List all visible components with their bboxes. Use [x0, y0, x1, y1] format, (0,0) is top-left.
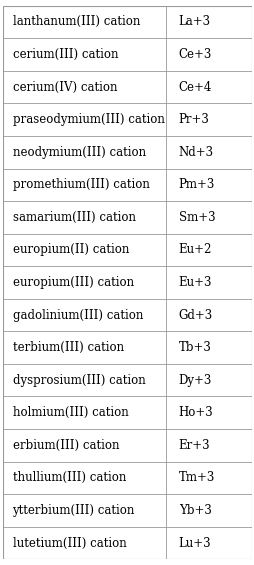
Bar — [3, 38, 251, 71]
Text: Ho+3: Ho+3 — [178, 406, 213, 419]
Text: La+3: La+3 — [178, 15, 210, 28]
Text: Ce+4: Ce+4 — [178, 81, 211, 94]
Text: Sm+3: Sm+3 — [178, 211, 215, 224]
Bar — [3, 136, 251, 168]
Text: terbium(III) cation: terbium(III) cation — [12, 341, 123, 354]
Bar — [3, 331, 251, 364]
Text: Gd+3: Gd+3 — [178, 308, 212, 321]
Text: Yb+3: Yb+3 — [178, 504, 211, 517]
Text: Eu+2: Eu+2 — [178, 244, 211, 257]
Bar — [3, 462, 251, 494]
Text: samarium(III) cation: samarium(III) cation — [12, 211, 135, 224]
Bar — [3, 201, 251, 234]
Bar — [3, 266, 251, 299]
Text: lutetium(III) cation: lutetium(III) cation — [12, 537, 126, 550]
Text: europium(III) cation: europium(III) cation — [12, 276, 133, 289]
Text: Pr+3: Pr+3 — [178, 113, 209, 126]
Text: erbium(III) cation: erbium(III) cation — [12, 439, 119, 452]
Text: Tb+3: Tb+3 — [178, 341, 211, 354]
Bar — [3, 397, 251, 429]
Bar — [3, 429, 251, 462]
Text: dysprosium(III) cation: dysprosium(III) cation — [12, 373, 145, 386]
Text: Dy+3: Dy+3 — [178, 373, 211, 386]
Text: Pm+3: Pm+3 — [178, 179, 214, 192]
Text: praseodymium(III) cation: praseodymium(III) cation — [12, 113, 164, 126]
Bar — [3, 103, 251, 136]
Text: holmium(III) cation: holmium(III) cation — [12, 406, 128, 419]
Bar — [3, 364, 251, 397]
Text: gadolinium(III) cation: gadolinium(III) cation — [12, 308, 142, 321]
Text: ytterbium(III) cation: ytterbium(III) cation — [12, 504, 134, 517]
Bar — [3, 71, 251, 103]
Text: Eu+3: Eu+3 — [178, 276, 211, 289]
Bar — [3, 168, 251, 201]
Bar — [3, 494, 251, 527]
Text: thullium(III) cation: thullium(III) cation — [12, 471, 125, 484]
Bar — [3, 299, 251, 331]
Text: Lu+3: Lu+3 — [178, 537, 211, 550]
Text: neodymium(III) cation: neodymium(III) cation — [12, 146, 145, 159]
Text: Ce+3: Ce+3 — [178, 48, 211, 61]
Text: Tm+3: Tm+3 — [178, 471, 214, 484]
Text: cerium(III) cation: cerium(III) cation — [12, 48, 118, 61]
Text: cerium(IV) cation: cerium(IV) cation — [12, 81, 117, 94]
Text: promethium(III) cation: promethium(III) cation — [12, 179, 149, 192]
Text: lanthanum(III) cation: lanthanum(III) cation — [12, 15, 139, 28]
Bar — [3, 527, 251, 559]
Text: Nd+3: Nd+3 — [178, 146, 213, 159]
Text: europium(II) cation: europium(II) cation — [12, 244, 129, 257]
Text: Er+3: Er+3 — [178, 439, 210, 452]
Bar — [3, 6, 251, 38]
Bar — [3, 234, 251, 266]
